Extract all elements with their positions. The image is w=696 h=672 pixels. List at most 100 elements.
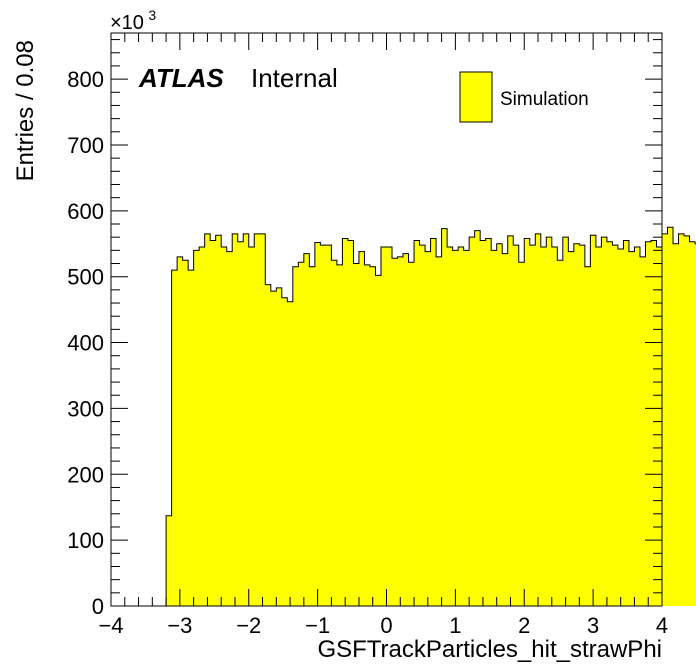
histogram-bin bbox=[480, 240, 486, 606]
y-tick-label: 600 bbox=[67, 199, 104, 224]
histogram-bin bbox=[469, 237, 475, 606]
histogram-bin bbox=[502, 253, 509, 606]
histogram-bin bbox=[573, 243, 580, 607]
histogram-bin bbox=[529, 245, 536, 606]
histogram-bin bbox=[557, 260, 564, 606]
legend-label-simulation: Simulation bbox=[500, 89, 589, 110]
histogram-bin bbox=[584, 266, 591, 606]
histogram-bin bbox=[612, 245, 619, 606]
histogram-bin bbox=[689, 241, 696, 606]
histogram-bin bbox=[347, 240, 354, 606]
histogram-bin bbox=[441, 228, 448, 606]
histogram-bin bbox=[447, 247, 453, 606]
y-tick-label: 400 bbox=[67, 331, 104, 356]
y-tick-label: 0 bbox=[92, 594, 104, 619]
histogram-bin bbox=[188, 270, 194, 606]
histogram-bin bbox=[436, 256, 442, 606]
atlas-status-label: Internal bbox=[251, 63, 338, 93]
histogram-bin bbox=[259, 233, 266, 606]
histogram-bin bbox=[551, 247, 558, 606]
histogram-bin bbox=[314, 242, 321, 606]
histogram-bin bbox=[562, 237, 569, 606]
histogram-bin bbox=[524, 238, 531, 606]
y-tick-label: 800 bbox=[67, 67, 104, 92]
histogram-bin bbox=[430, 238, 437, 606]
y-multiplier-base: ×10 bbox=[110, 12, 144, 34]
histogram-bin bbox=[232, 233, 239, 606]
histogram-bin bbox=[331, 260, 338, 606]
x-tick-label: −1 bbox=[305, 613, 330, 638]
histogram-bin bbox=[248, 247, 255, 606]
histogram-bin bbox=[380, 247, 387, 606]
y-tick-label: 500 bbox=[67, 265, 104, 290]
histogram-bin bbox=[303, 253, 310, 606]
histogram-bin bbox=[623, 240, 630, 606]
histogram-bin bbox=[513, 245, 520, 606]
y-tick-label: 700 bbox=[67, 133, 104, 158]
histogram-bin bbox=[309, 266, 316, 606]
histogram-bin bbox=[276, 287, 283, 606]
histogram-bin bbox=[199, 247, 205, 606]
histogram-bin bbox=[226, 251, 233, 607]
histogram-bin bbox=[193, 250, 200, 606]
histogram-bin bbox=[215, 235, 222, 607]
histogram-bin bbox=[458, 247, 464, 606]
histogram-bin bbox=[210, 240, 216, 606]
histogram-bin bbox=[419, 245, 426, 606]
histogram-bin bbox=[265, 284, 272, 606]
x-tick-label: 4 bbox=[656, 613, 668, 638]
y-multiplier-exponent: 3 bbox=[148, 7, 156, 23]
histogram-bin bbox=[270, 291, 277, 606]
histogram-bin bbox=[397, 256, 404, 606]
histogram-bin bbox=[375, 275, 382, 606]
histogram-bin bbox=[617, 249, 624, 606]
histogram-bin bbox=[320, 245, 327, 606]
x-axis-title: GSFTrackParticles_hit_strawPhi bbox=[317, 636, 662, 663]
histogram-bin bbox=[673, 243, 679, 607]
histogram-bin bbox=[628, 251, 635, 607]
histogram-bin bbox=[645, 241, 652, 606]
histogram-bin bbox=[662, 233, 668, 606]
histogram-bin bbox=[606, 241, 613, 606]
histogram-bin bbox=[204, 233, 211, 606]
x-tick-label: 0 bbox=[380, 613, 392, 638]
x-tick-label: −3 bbox=[167, 613, 192, 638]
histogram-bin bbox=[639, 256, 646, 606]
histogram-bin bbox=[507, 235, 514, 607]
histogram-bin bbox=[579, 245, 586, 606]
histogram-bin bbox=[595, 247, 602, 606]
y-axis-multiplier: ×10 3 bbox=[110, 7, 156, 34]
histogram-bin bbox=[171, 270, 178, 606]
histogram-bin bbox=[546, 237, 553, 606]
histogram-bin bbox=[336, 264, 343, 606]
histogram-bin bbox=[182, 260, 189, 606]
histogram-bin bbox=[177, 256, 183, 606]
histogram-bin bbox=[254, 233, 261, 606]
histogram-bin bbox=[292, 266, 299, 606]
axes-layer: −4 −3 −2 −1 0 1 2 3 4 0 100 200 300 400 500 600 700 800 bbox=[67, 33, 668, 638]
x-tick-label: −2 bbox=[236, 613, 261, 638]
histogram-bin bbox=[684, 235, 690, 607]
histogram-bin bbox=[425, 251, 431, 607]
legend: Simulation bbox=[459, 71, 589, 123]
histogram-bin bbox=[590, 235, 597, 607]
histogram-bin bbox=[496, 243, 503, 607]
atlas-label: ATLAS bbox=[138, 63, 224, 93]
histogram-layer bbox=[165, 226, 696, 607]
histogram-bin bbox=[518, 262, 525, 606]
histogram-bin bbox=[568, 251, 575, 607]
histogram-bin bbox=[342, 238, 349, 606]
histogram-bin bbox=[408, 262, 415, 606]
histogram-bin bbox=[485, 238, 492, 606]
histogram-bin bbox=[364, 264, 371, 606]
histogram-bin bbox=[353, 263, 360, 606]
histogram-bin bbox=[474, 230, 481, 606]
legend-swatch-simulation bbox=[459, 71, 493, 123]
histogram-bin bbox=[463, 250, 470, 606]
histogram-bin bbox=[287, 301, 294, 606]
histogram-bin bbox=[634, 247, 641, 606]
histogram-bin bbox=[369, 266, 376, 606]
histogram-bin bbox=[656, 247, 663, 606]
y-tick-label: 100 bbox=[67, 528, 104, 553]
